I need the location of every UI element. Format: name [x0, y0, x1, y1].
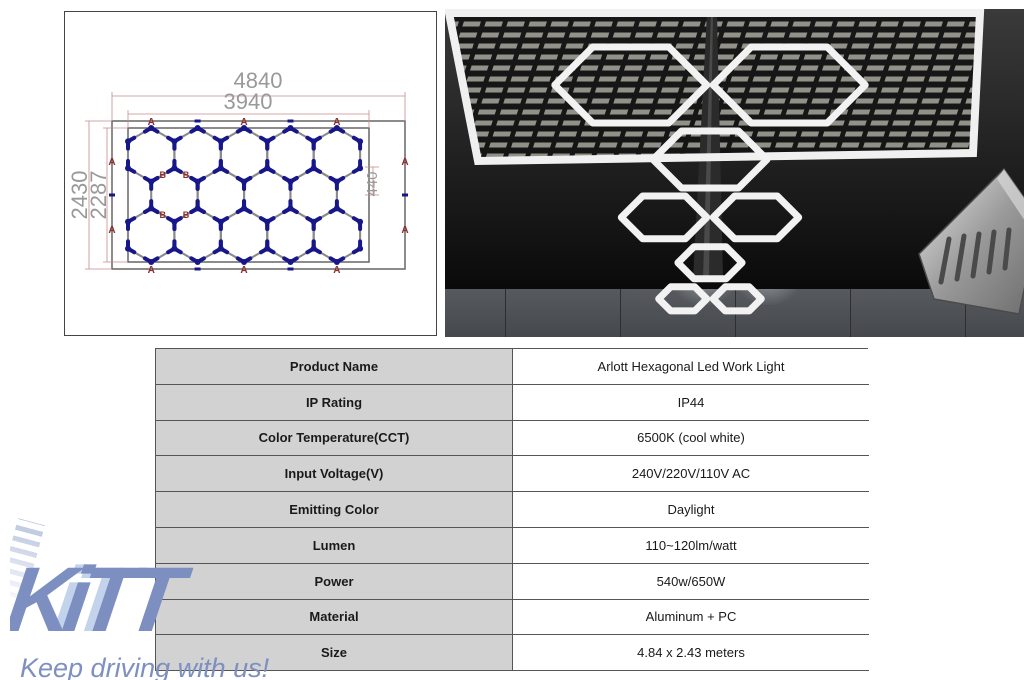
svg-text:A: A [108, 157, 115, 168]
svg-text:B: B [160, 210, 167, 220]
svg-text:A: A [401, 157, 408, 168]
svg-text:A: A [148, 117, 155, 128]
svg-text:2287: 2287 [86, 171, 111, 220]
svg-text:B: B [160, 170, 167, 180]
svg-text:A: A [333, 117, 340, 128]
svg-text:A: A [401, 225, 408, 236]
svg-text:B: B [183, 210, 190, 220]
svg-text:A: A [240, 265, 247, 276]
svg-text:440: 440 [364, 171, 381, 196]
svg-text:B: B [183, 170, 190, 180]
svg-text:A: A [148, 265, 155, 276]
svg-text:A: A [108, 225, 115, 236]
svg-text:3940: 3940 [224, 89, 273, 114]
svg-text:A: A [240, 117, 247, 128]
svg-text:A: A [333, 265, 340, 276]
